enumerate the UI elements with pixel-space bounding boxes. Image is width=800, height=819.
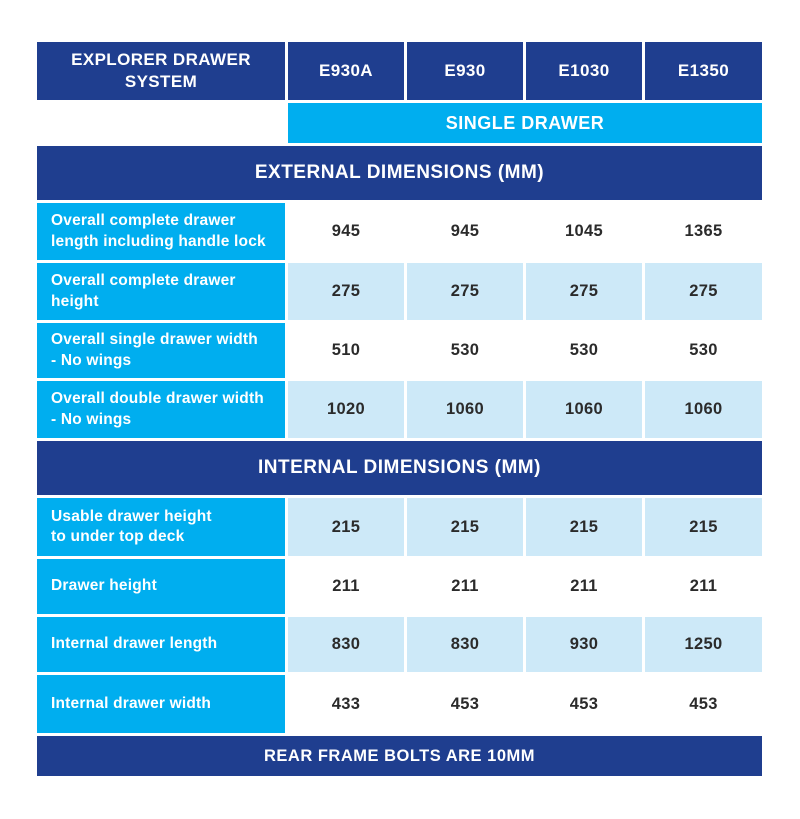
value-cell: 530: [407, 323, 523, 378]
column-header-e930a: E930A: [288, 42, 404, 100]
value-cell: 453: [407, 675, 523, 733]
spec-sheet-page: EXPLORER DRAWER SYSTEM E930A E930 E1030 …: [37, 42, 762, 776]
value-cell: 945: [407, 203, 523, 260]
value-cell: 211: [407, 559, 523, 614]
value-cell: 530: [526, 323, 642, 378]
value-cell: 215: [526, 498, 642, 556]
value-cell: 275: [526, 263, 642, 320]
table-title-cell: EXPLORER DRAWER SYSTEM: [37, 42, 285, 100]
column-header-e930: E930: [407, 42, 523, 100]
row-label-single-width: Overall single drawer width - No wings: [37, 323, 285, 378]
single-drawer-banner: SINGLE DRAWER: [288, 103, 762, 143]
value-cell: 211: [288, 559, 404, 614]
value-cell: 211: [526, 559, 642, 614]
value-cell: 1020: [288, 381, 404, 438]
value-cell: 215: [407, 498, 523, 556]
row-label-drawer-height: Drawer height: [37, 559, 285, 614]
value-cell: 215: [645, 498, 762, 556]
value-cell: 510: [288, 323, 404, 378]
value-cell: 211: [645, 559, 762, 614]
column-header-e1350: E1350: [645, 42, 762, 100]
row-label-overall-height: Overall complete drawer height: [37, 263, 285, 320]
section-header-internal-dimensions: INTERNAL DIMENSIONS (MM): [37, 441, 762, 495]
value-cell: 1045: [526, 203, 642, 260]
value-cell: 275: [288, 263, 404, 320]
value-cell: 1365: [645, 203, 762, 260]
row-label-internal-length: Internal drawer length: [37, 617, 285, 672]
value-cell: 530: [645, 323, 762, 378]
value-cell: 945: [288, 203, 404, 260]
value-cell: 453: [645, 675, 762, 733]
row-label-internal-width: Internal drawer width: [37, 675, 285, 733]
value-cell: 433: [288, 675, 404, 733]
value-cell: 1250: [645, 617, 762, 672]
value-cell: 830: [407, 617, 523, 672]
column-header-e1030: E1030: [526, 42, 642, 100]
value-cell: 930: [526, 617, 642, 672]
value-cell: 830: [288, 617, 404, 672]
row-label-overall-length: Overall complete drawer length including…: [37, 203, 285, 260]
value-cell: 275: [645, 263, 762, 320]
section-header-external-dimensions: EXTERNAL DIMENSIONS (MM): [37, 146, 762, 200]
blank-cell: [37, 103, 285, 143]
row-label-usable-height: Usable drawer height to under top deck: [37, 498, 285, 556]
drawer-spec-table: EXPLORER DRAWER SYSTEM E930A E930 E1030 …: [37, 42, 762, 776]
value-cell: 1060: [645, 381, 762, 438]
value-cell: 1060: [407, 381, 523, 438]
value-cell: 215: [288, 498, 404, 556]
value-cell: 275: [407, 263, 523, 320]
value-cell: 1060: [526, 381, 642, 438]
footer-note: REAR FRAME BOLTS ARE 10MM: [37, 736, 762, 776]
row-label-double-width: Overall double drawer width - No wings: [37, 381, 285, 438]
value-cell: 453: [526, 675, 642, 733]
